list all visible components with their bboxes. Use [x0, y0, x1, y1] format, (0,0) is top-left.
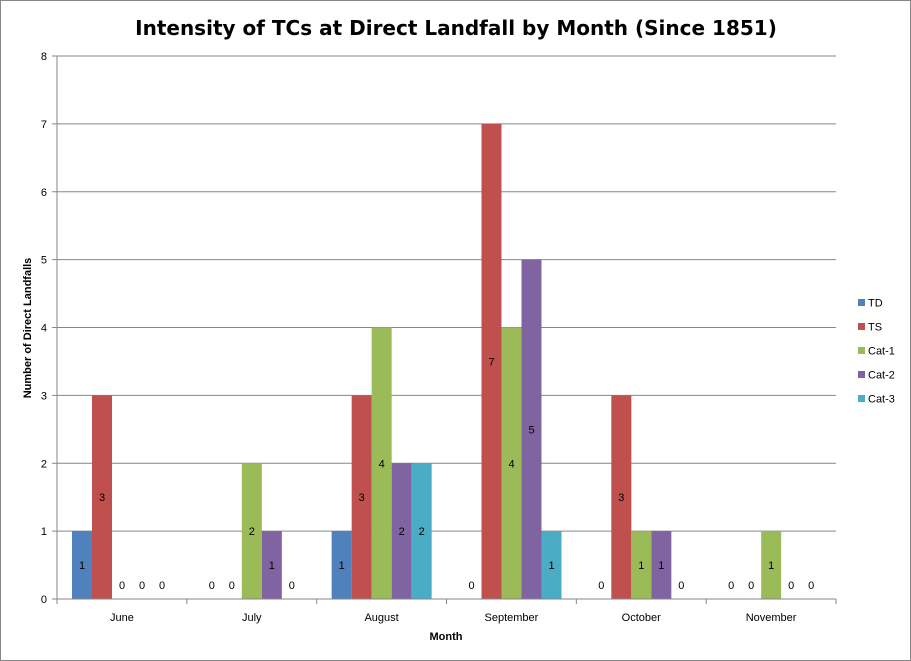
- data-label: 4: [508, 458, 514, 470]
- y-tick-label: 3: [41, 390, 47, 402]
- data-label: 0: [139, 580, 145, 592]
- bar: [761, 531, 782, 599]
- y-tick-label: 5: [41, 255, 47, 267]
- data-label: 0: [808, 580, 814, 592]
- data-label: 0: [229, 580, 235, 592]
- bar: [651, 531, 672, 599]
- data-label: 3: [618, 492, 624, 504]
- data-label: 4: [379, 458, 385, 470]
- x-tick-label: August: [364, 612, 398, 624]
- data-label: 0: [119, 580, 125, 592]
- bar: [241, 463, 262, 599]
- data-labels: 1 0 1 0 0 0 3 0 3 7 3 0 0 2 4 4 1 1 0 1 2 5 1 0 0 0 2 1 0 0: [79, 356, 814, 592]
- legend-entry: TD: [868, 298, 883, 310]
- bar: [391, 463, 412, 599]
- data-label: 1: [339, 560, 345, 572]
- legend-swatch: [858, 395, 865, 402]
- data-label: 0: [209, 580, 215, 592]
- data-label: 1: [768, 560, 774, 572]
- y-tick-label: 6: [41, 187, 47, 199]
- data-label: 0: [289, 580, 295, 592]
- legend-swatch: [858, 347, 865, 354]
- x-tick-label: June: [110, 612, 134, 624]
- bar: [351, 395, 372, 599]
- gridlines: [57, 55, 836, 532]
- bar: [631, 531, 652, 599]
- legend-entry: Cat-1: [868, 346, 895, 358]
- data-label: 3: [359, 492, 365, 504]
- bar: [481, 123, 502, 599]
- y-tick-label: 8: [41, 51, 47, 63]
- data-label: 1: [638, 560, 644, 572]
- bar: [541, 531, 562, 599]
- legend-entry: Cat-3: [868, 394, 895, 406]
- bar: [92, 395, 112, 599]
- chart-title: Intensity of TCs at Direct Landfall by M…: [135, 16, 777, 40]
- y-tick-label: 0: [41, 594, 47, 606]
- x-tick-label: July: [242, 612, 262, 624]
- data-label: 3: [99, 492, 105, 504]
- bars: [72, 123, 782, 599]
- data-label: 1: [658, 560, 664, 572]
- legend-swatch: [858, 323, 865, 330]
- bar: [521, 259, 542, 599]
- data-label: 0: [468, 580, 474, 592]
- bar: [371, 327, 392, 599]
- bar: [261, 531, 282, 599]
- data-label: 0: [678, 580, 684, 592]
- x-tick-label: November: [746, 612, 797, 624]
- data-label: 2: [419, 526, 425, 538]
- data-label: 1: [79, 560, 85, 572]
- legend: TD TS Cat-1 Cat-2 Cat-3: [858, 298, 895, 406]
- data-label: 7: [488, 356, 494, 368]
- bar: [611, 395, 632, 599]
- data-label: 0: [788, 580, 794, 592]
- bar: [331, 531, 352, 599]
- y-axis-title: Number of Direct Landfalls: [22, 258, 34, 399]
- data-label: 1: [269, 560, 275, 572]
- axes: 0 1 2 3 4 5 6 7 8 June July August September October N…: [41, 51, 837, 624]
- y-tick-label: 7: [41, 119, 47, 131]
- legend-entry: TS: [868, 322, 882, 334]
- data-label: 5: [528, 424, 534, 436]
- legend-swatch: [858, 299, 865, 306]
- data-label: 2: [249, 526, 255, 538]
- bar: [501, 327, 522, 599]
- data-label: 1: [548, 560, 554, 572]
- y-tick-label: 2: [41, 458, 47, 470]
- x-tick-label: September: [485, 612, 539, 624]
- data-label: 0: [728, 580, 734, 592]
- y-tick-label: 1: [41, 526, 47, 538]
- x-tick-label: October: [622, 612, 661, 624]
- data-label: 2: [399, 526, 405, 538]
- x-axis-title: Month: [430, 631, 463, 643]
- legend-entry: Cat-2: [868, 370, 895, 382]
- data-label: 0: [159, 580, 165, 592]
- bar: [72, 531, 92, 599]
- bar: [411, 463, 432, 599]
- data-label: 0: [748, 580, 754, 592]
- y-tick-label: 4: [41, 323, 47, 335]
- data-label: 0: [598, 580, 604, 592]
- legend-swatch: [858, 371, 865, 378]
